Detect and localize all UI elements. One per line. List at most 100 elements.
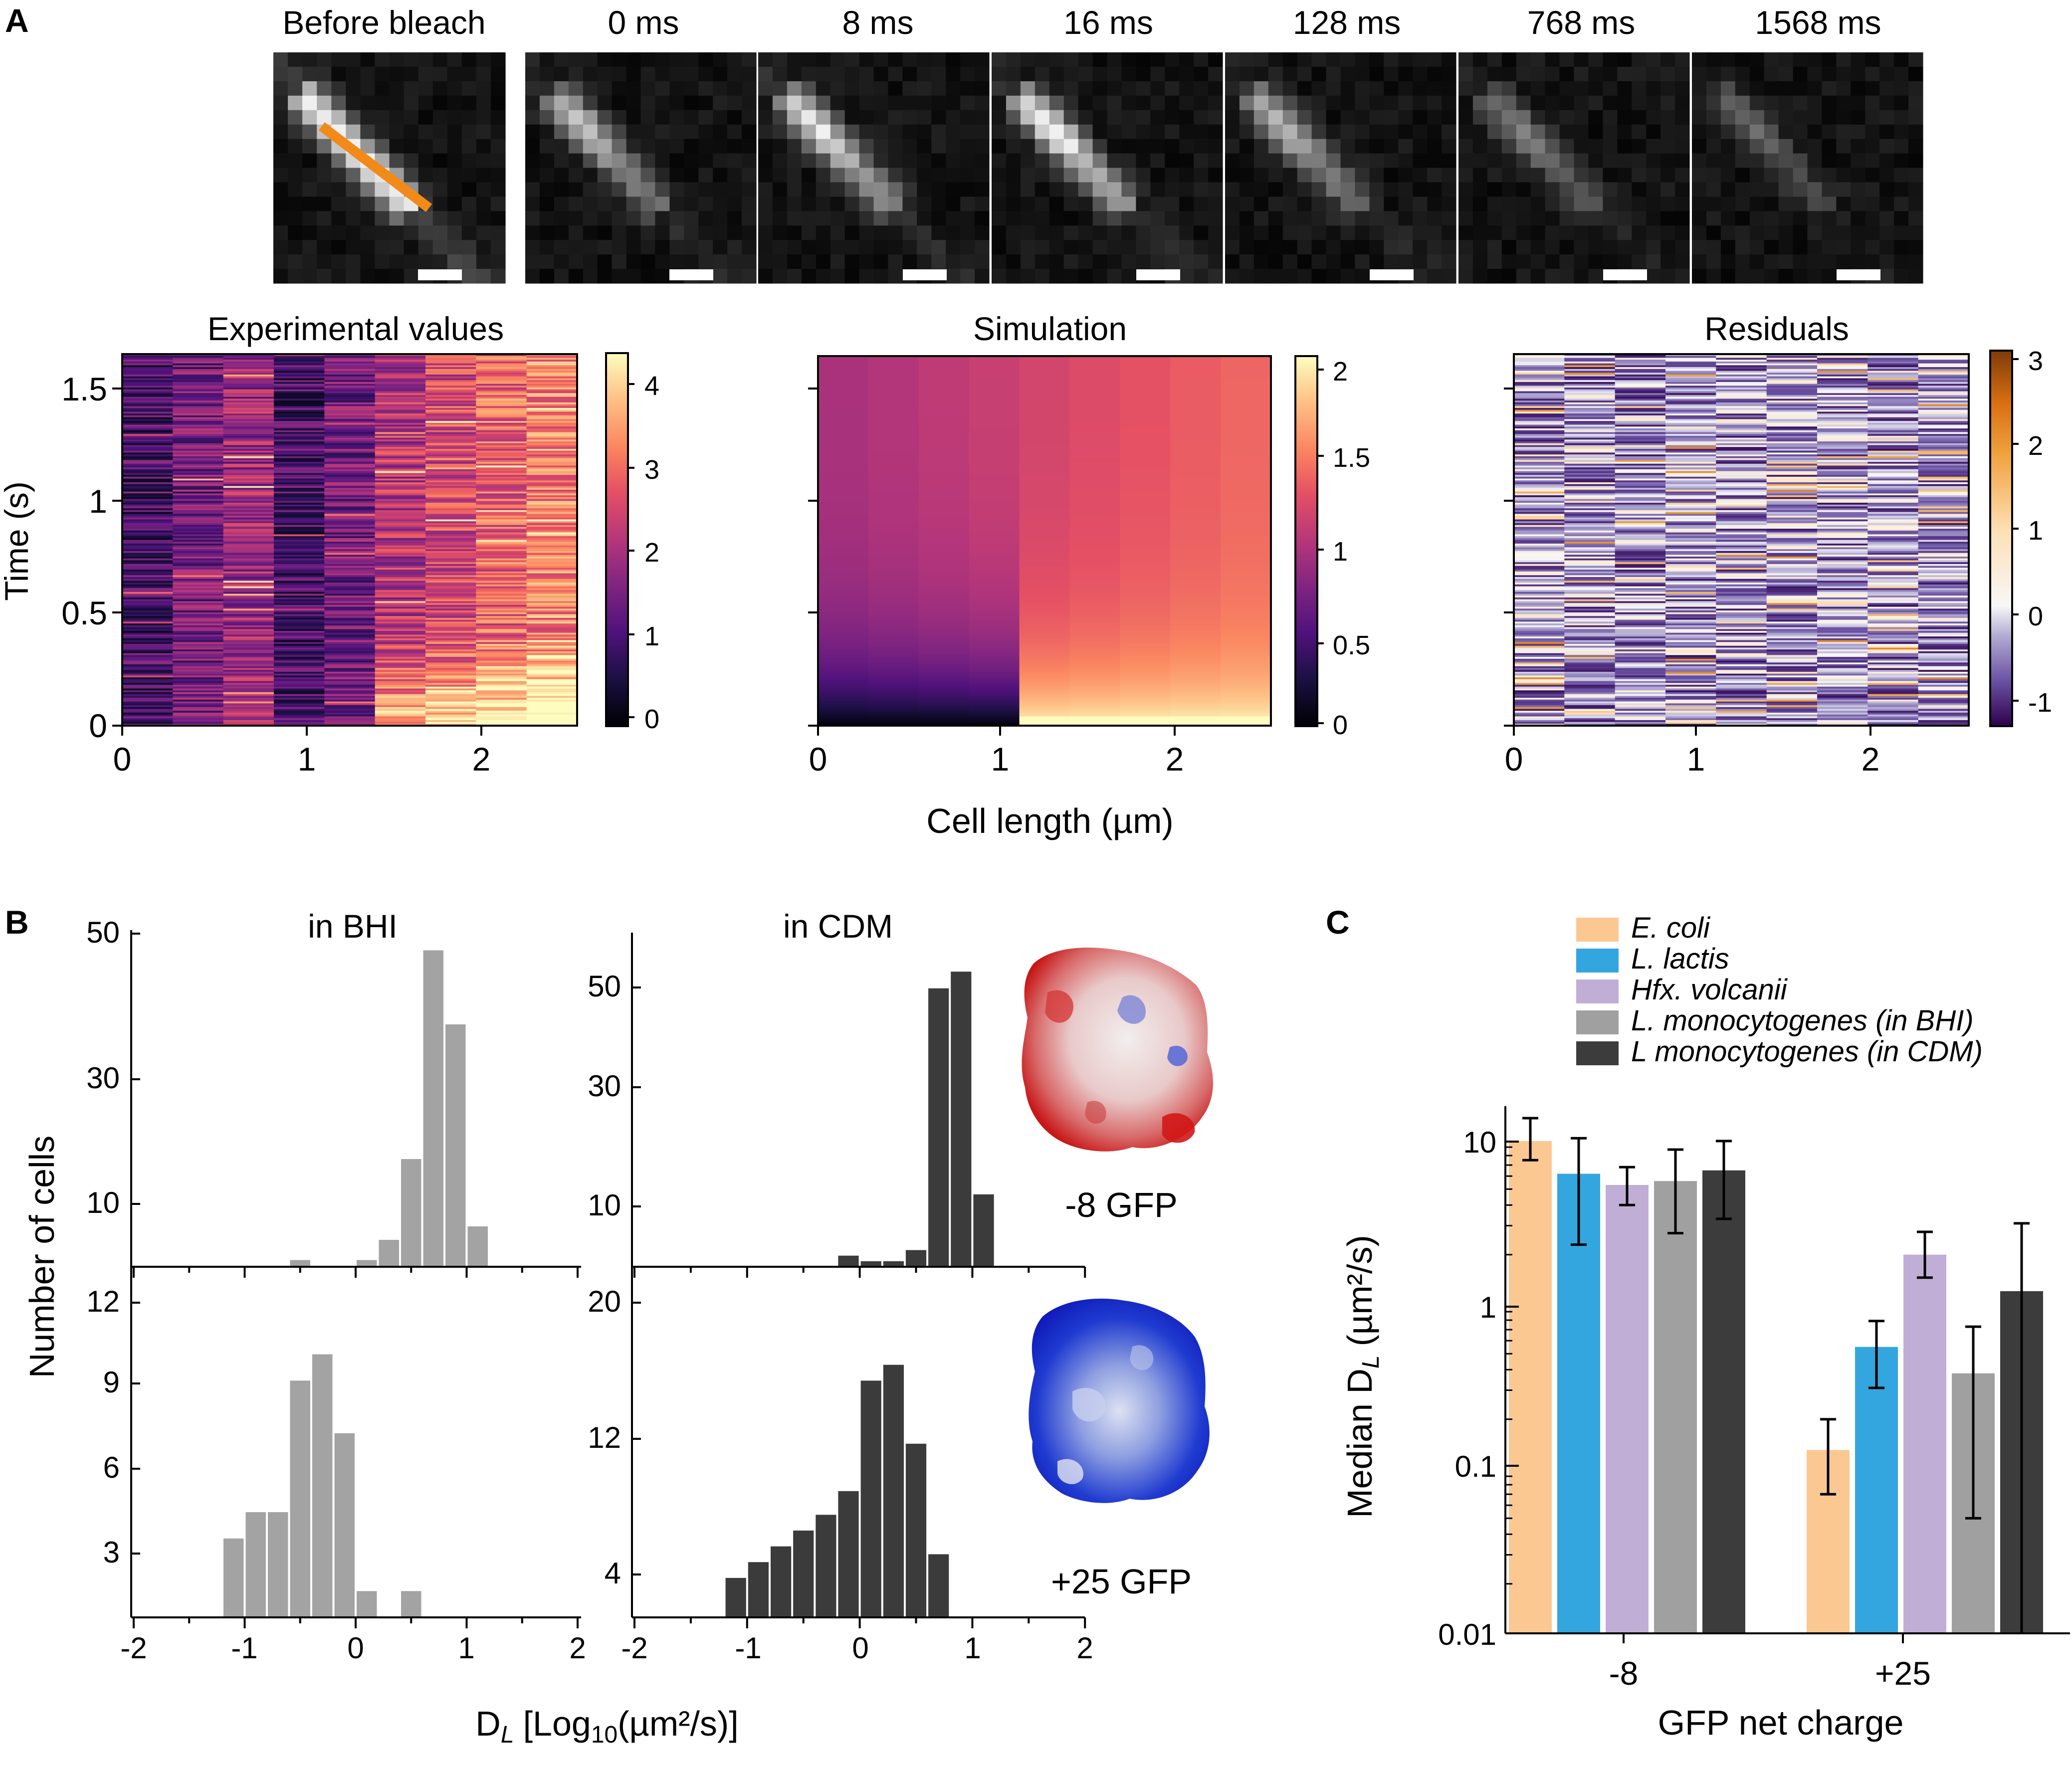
pixel <box>626 81 641 96</box>
heatmap-cell <box>969 603 1020 606</box>
pixel <box>787 269 802 284</box>
pixel <box>1501 211 1517 226</box>
pixel <box>447 95 462 111</box>
heatmap-cell <box>476 441 527 444</box>
heatmap-cell <box>1019 467 1070 469</box>
heatmap-cell <box>1069 674 1120 676</box>
heatmap-cell <box>868 569 919 571</box>
pixel <box>1355 196 1370 211</box>
heatmap-cell <box>425 374 476 377</box>
pixel <box>1078 182 1093 197</box>
pixel <box>597 240 613 255</box>
heatmap-cell <box>375 495 426 498</box>
heatmap-cell <box>173 402 224 405</box>
pixel <box>1282 139 1298 154</box>
pixel <box>1588 153 1603 169</box>
heatmap-cell <box>375 504 426 507</box>
heatmap-cell <box>425 419 476 421</box>
heatmap-cell <box>1019 500 1070 503</box>
pixel <box>727 139 742 154</box>
heatmap-cell <box>818 716 869 719</box>
pixel <box>1282 196 1298 211</box>
heatmap-cell <box>476 435 527 438</box>
heatmap-cell <box>918 698 970 700</box>
pixel <box>1150 211 1165 226</box>
pixel <box>1778 95 1794 111</box>
heatmap-cell <box>173 437 224 440</box>
heatmap-cell <box>476 617 527 620</box>
heatmap-cell <box>274 417 325 419</box>
heatmap-cell <box>818 565 869 567</box>
pixel <box>1588 269 1603 284</box>
heatmap-cell <box>223 486 274 488</box>
pixel <box>1822 196 1837 211</box>
pixel <box>1165 81 1180 96</box>
heatmap-cell <box>223 696 274 698</box>
heatmap-cell <box>969 524 1020 527</box>
pixel <box>1692 196 1707 211</box>
heatmap-cell <box>173 445 224 447</box>
heatmap-cell <box>375 640 426 642</box>
pixel <box>1764 211 1779 226</box>
heatmap-cell <box>818 561 869 564</box>
heatmap-cell <box>173 525 224 528</box>
heatmap-cell <box>1019 443 1070 445</box>
pixel <box>1720 196 1736 211</box>
pixel <box>360 81 376 96</box>
heatmap-cell <box>375 536 426 539</box>
heatmap-cell <box>324 588 376 590</box>
pixel <box>1632 240 1647 255</box>
pixel <box>1574 211 1589 226</box>
heatmap-cell <box>375 374 426 377</box>
pixel <box>1297 81 1312 96</box>
heatmap-cell <box>868 415 919 417</box>
pixel <box>568 52 584 67</box>
heatmap-cell <box>918 424 970 427</box>
heatmap-cell <box>375 692 426 695</box>
pixel <box>1865 211 1880 226</box>
heatmap-cell <box>818 681 869 684</box>
heatmap-cell <box>223 614 274 616</box>
pixel <box>1384 139 1399 154</box>
heatmap-cell <box>223 720 274 723</box>
pixel <box>1165 139 1180 154</box>
pixel <box>1778 81 1794 96</box>
heatmap-cell <box>868 435 919 438</box>
heatmap-cell <box>526 396 578 399</box>
heatmap-cell <box>223 465 274 468</box>
pixel <box>888 240 903 255</box>
pixel <box>1603 240 1618 255</box>
heatmap-cell <box>818 552 869 555</box>
heatmap-cell <box>122 718 173 721</box>
heatmap-cell <box>526 616 578 618</box>
heatmap-cell <box>868 707 919 710</box>
heatmap-cell <box>1019 358 1070 361</box>
heatmap-cell <box>274 400 325 403</box>
pixel <box>288 81 303 96</box>
heatmap-cell <box>223 553 274 555</box>
heatmap-cell <box>868 668 919 671</box>
heatmap-cell <box>324 530 376 533</box>
heatmap-cell <box>969 480 1020 482</box>
pixel <box>1225 240 1240 255</box>
heatmap-cell <box>223 625 274 628</box>
heatmap-cell <box>526 629 578 631</box>
pixel <box>1049 153 1064 169</box>
heatmap-cell <box>375 603 426 605</box>
pixel <box>1092 110 1108 125</box>
pixel <box>1458 52 1473 67</box>
pixel <box>1107 168 1122 183</box>
heatmap-cell <box>868 651 919 654</box>
heatmap-cell <box>969 552 1020 555</box>
heatmap-cell <box>122 662 173 665</box>
heatmap-cell <box>526 443 578 446</box>
heatmap-cell <box>918 543 970 545</box>
heatmap-cell <box>223 488 274 490</box>
heatmap-cell <box>1069 402 1120 404</box>
heatmap-cell <box>223 493 274 496</box>
pixel <box>432 168 448 183</box>
pixel <box>273 153 288 169</box>
heatmap-cell <box>1019 537 1070 540</box>
heatmap-cell <box>324 701 376 704</box>
heatmap-cell <box>868 476 919 479</box>
